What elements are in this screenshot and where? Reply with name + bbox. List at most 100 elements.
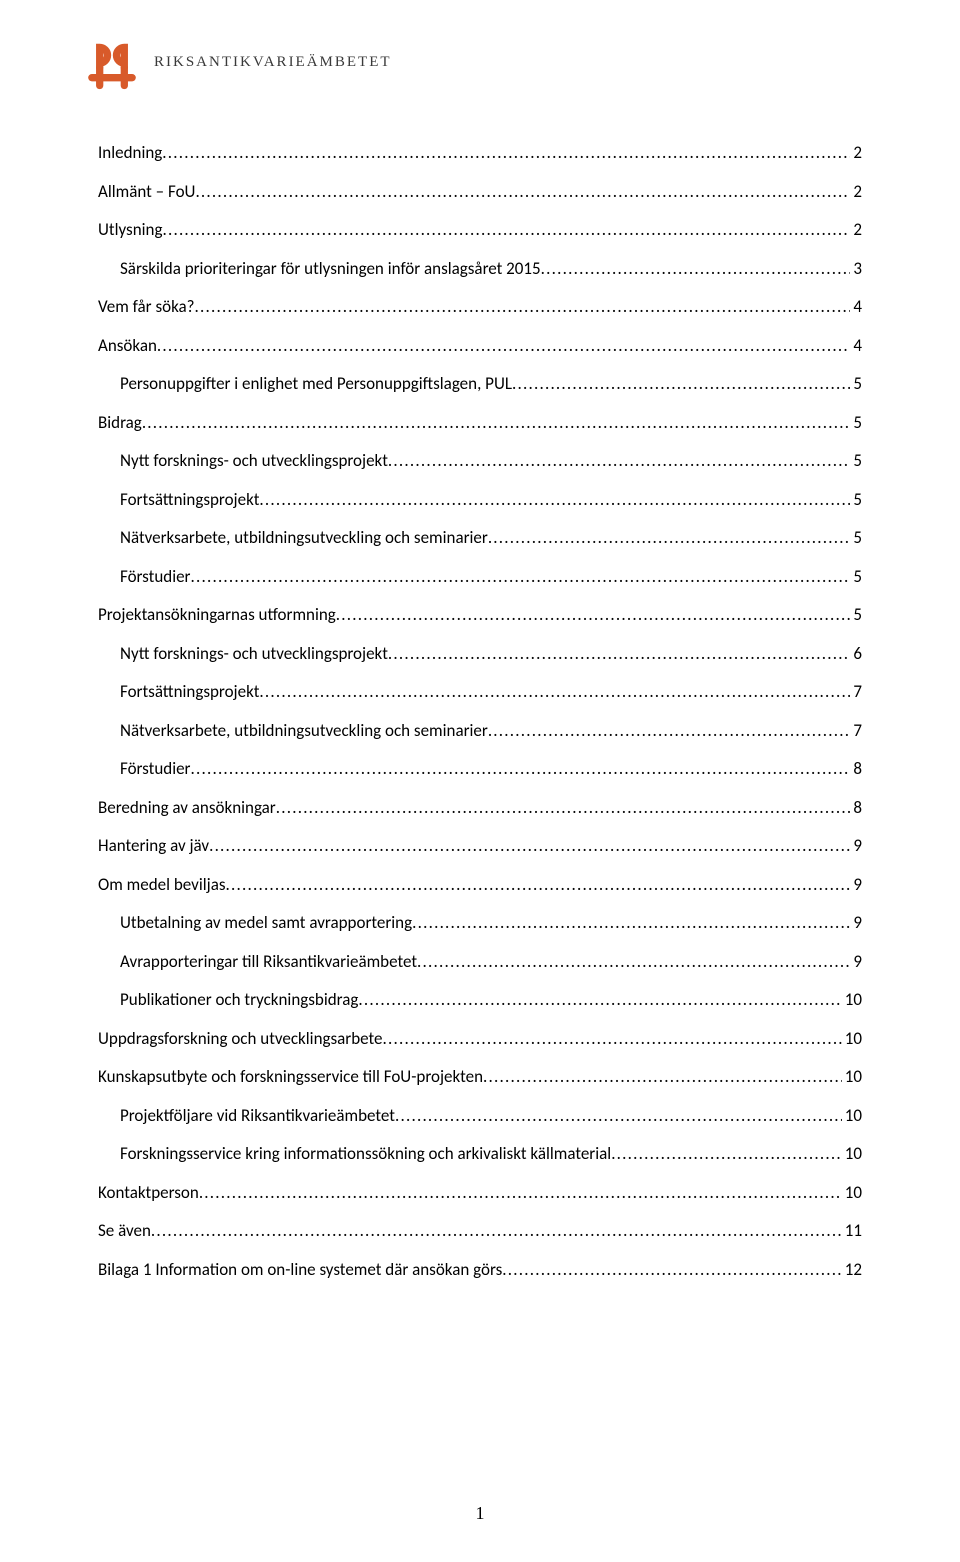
- toc-entry[interactable]: Ansökan 4: [98, 337, 862, 354]
- toc-entry[interactable]: Utlysning 2: [98, 221, 862, 238]
- raa-logo-icon: [84, 34, 140, 90]
- toc-leader: [190, 760, 850, 777]
- toc-entry[interactable]: Allmänt – FoU 2: [98, 183, 862, 200]
- toc-entry[interactable]: Publikationer och tryckningsbidrag 10: [98, 991, 862, 1008]
- toc-entry[interactable]: Uppdragsforskning och utvecklingsarbete …: [98, 1030, 862, 1047]
- toc-entry-page: 12: [842, 1261, 862, 1278]
- toc-entry-label: Nätverksarbete, utbildningsutveckling oc…: [120, 722, 488, 739]
- toc-entry[interactable]: Projektföljare vid Riksantikvarieämbetet…: [98, 1107, 862, 1124]
- toc-entry[interactable]: Kontaktperson 10: [98, 1184, 862, 1201]
- toc-leader: [388, 645, 850, 662]
- toc-entry[interactable]: Fortsättningsprojekt 5: [98, 491, 862, 508]
- toc-entry-page: 7: [850, 722, 862, 739]
- toc-entry[interactable]: Nytt forsknings- och utvecklingsprojekt …: [98, 645, 862, 662]
- toc-leader: [512, 375, 850, 392]
- toc-leader: [488, 722, 851, 739]
- toc-entry-label: Utbetalning av medel samt avrapportering: [120, 914, 412, 931]
- toc-leader: [611, 1145, 842, 1162]
- page: RIKSANTIKVARIEÄMBETET Inledning 2Allmänt…: [0, 0, 960, 1562]
- toc-leader: [199, 1184, 842, 1201]
- toc-entry-label: Inledning: [98, 144, 162, 161]
- toc-entry[interactable]: Nytt forsknings- och utvecklingsprojekt …: [98, 452, 862, 469]
- toc-leader: [276, 799, 851, 816]
- toc-entry-label: Projektföljare vid Riksantikvarieämbetet: [120, 1107, 395, 1124]
- toc-entry-label: Allmänt – FoU: [98, 183, 195, 200]
- toc-entry[interactable]: Nätverksarbete, utbildningsutveckling oc…: [98, 722, 862, 739]
- toc-entry-label: Kontaktperson: [98, 1184, 199, 1201]
- toc-entry[interactable]: Fortsättningsprojekt 7: [98, 683, 862, 700]
- toc-entry[interactable]: Avrapporteringar till Riksantikvarieämbe…: [98, 953, 862, 970]
- toc-entry-label: Ansökan: [98, 337, 157, 354]
- toc-entry-page: 6: [850, 645, 862, 662]
- toc-entry-page: 10: [842, 1068, 862, 1085]
- toc-entry[interactable]: Beredning av ansökningar 8: [98, 799, 862, 816]
- toc-entry-page: 11: [842, 1222, 862, 1239]
- toc-entry-page: 4: [850, 298, 862, 315]
- toc-entry[interactable]: Inledning 2: [98, 144, 862, 161]
- toc-leader: [157, 337, 850, 354]
- toc-entry-label: Uppdragsforskning och utvecklingsarbete: [98, 1030, 383, 1047]
- toc-entry[interactable]: Särskilda prioriteringar för utlysningen…: [98, 260, 862, 277]
- toc-entry-label: Nytt forsknings- och utvecklingsprojekt: [120, 452, 388, 469]
- toc-entry[interactable]: Förstudier 5: [98, 568, 862, 585]
- table-of-contents: Inledning 2Allmänt – FoU 2Utlysning 2Sär…: [98, 144, 862, 1278]
- page-number: 1: [0, 1503, 960, 1524]
- toc-entry[interactable]: Vem får söka? 4: [98, 298, 862, 315]
- toc-entry-page: 5: [850, 529, 862, 546]
- toc-entry-page: 5: [850, 491, 862, 508]
- toc-entry-page: 10: [842, 1145, 862, 1162]
- toc-entry-page: 5: [850, 414, 862, 431]
- toc-entry-page: 2: [850, 183, 862, 200]
- toc-entry-label: Särskilda prioriteringar för utlysningen…: [120, 260, 541, 277]
- toc-entry-label: Bilaga 1 Information om on-line systemet…: [98, 1261, 502, 1278]
- toc-entry[interactable]: Projektansökningarnas utformning 5: [98, 606, 862, 623]
- org-name: RIKSANTIKVARIEÄMBETET: [154, 54, 392, 71]
- toc-entry-page: 5: [850, 606, 862, 623]
- toc-entry-label: Hantering av jäv: [98, 837, 209, 854]
- toc-entry-label: Projektansökningarnas utformning: [98, 606, 336, 623]
- toc-entry-page: 9: [850, 953, 862, 970]
- toc-leader: [195, 298, 851, 315]
- toc-entry-label: Se även: [98, 1222, 151, 1239]
- toc-leader: [259, 683, 850, 700]
- toc-entry[interactable]: Personuppgifter i enlighet med Personupp…: [98, 375, 862, 392]
- toc-leader: [412, 914, 850, 931]
- toc-leader: [502, 1261, 841, 1278]
- toc-entry[interactable]: Se även 11: [98, 1222, 862, 1239]
- toc-leader: [209, 837, 850, 854]
- toc-entry-label: Vem får söka?: [98, 298, 195, 315]
- toc-leader: [541, 260, 851, 277]
- toc-entry-label: Nytt forsknings- och utvecklingsprojekt: [120, 645, 388, 662]
- toc-entry-page: 10: [842, 991, 862, 1008]
- toc-entry[interactable]: Nätverksarbete, utbildningsutveckling oc…: [98, 529, 862, 546]
- toc-entry-label: Beredning av ansökningar: [98, 799, 276, 816]
- toc-entry[interactable]: Kunskapsutbyte och forskningsservice til…: [98, 1068, 862, 1085]
- toc-entry-page: 7: [850, 683, 862, 700]
- toc-leader: [162, 144, 850, 161]
- toc-entry[interactable]: Utbetalning av medel samt avrapportering…: [98, 914, 862, 931]
- toc-leader: [259, 491, 850, 508]
- toc-entry-page: 2: [850, 144, 862, 161]
- toc-entry[interactable]: Hantering av jäv 9: [98, 837, 862, 854]
- toc-entry-page: 8: [850, 799, 862, 816]
- toc-entry[interactable]: Om medel beviljas 9: [98, 876, 862, 893]
- toc-leader: [226, 876, 851, 893]
- toc-entry-page: 9: [850, 876, 862, 893]
- toc-entry-label: Förstudier: [120, 760, 190, 777]
- toc-leader: [488, 529, 851, 546]
- toc-entry-page: 10: [842, 1107, 862, 1124]
- toc-leader: [142, 414, 851, 431]
- toc-entry-label: Personuppgifter i enlighet med Personupp…: [120, 375, 512, 392]
- toc-entry[interactable]: Förstudier 8: [98, 760, 862, 777]
- toc-entry-label: Utlysning: [98, 221, 162, 238]
- toc-entry-label: Fortsättningsprojekt: [120, 683, 259, 700]
- toc-entry-page: 4: [850, 337, 862, 354]
- toc-entry[interactable]: Forskningsservice kring informationssökn…: [98, 1145, 862, 1162]
- toc-entry[interactable]: Bidrag 5: [98, 414, 862, 431]
- toc-entry[interactable]: Bilaga 1 Information om on-line systemet…: [98, 1261, 862, 1278]
- header-logo-row: RIKSANTIKVARIEÄMBETET: [84, 34, 862, 90]
- toc-entry-label: Förstudier: [120, 568, 190, 585]
- toc-entry-page: 5: [850, 568, 862, 585]
- toc-entry-page: 2: [850, 221, 862, 238]
- toc-entry-page: 9: [850, 914, 862, 931]
